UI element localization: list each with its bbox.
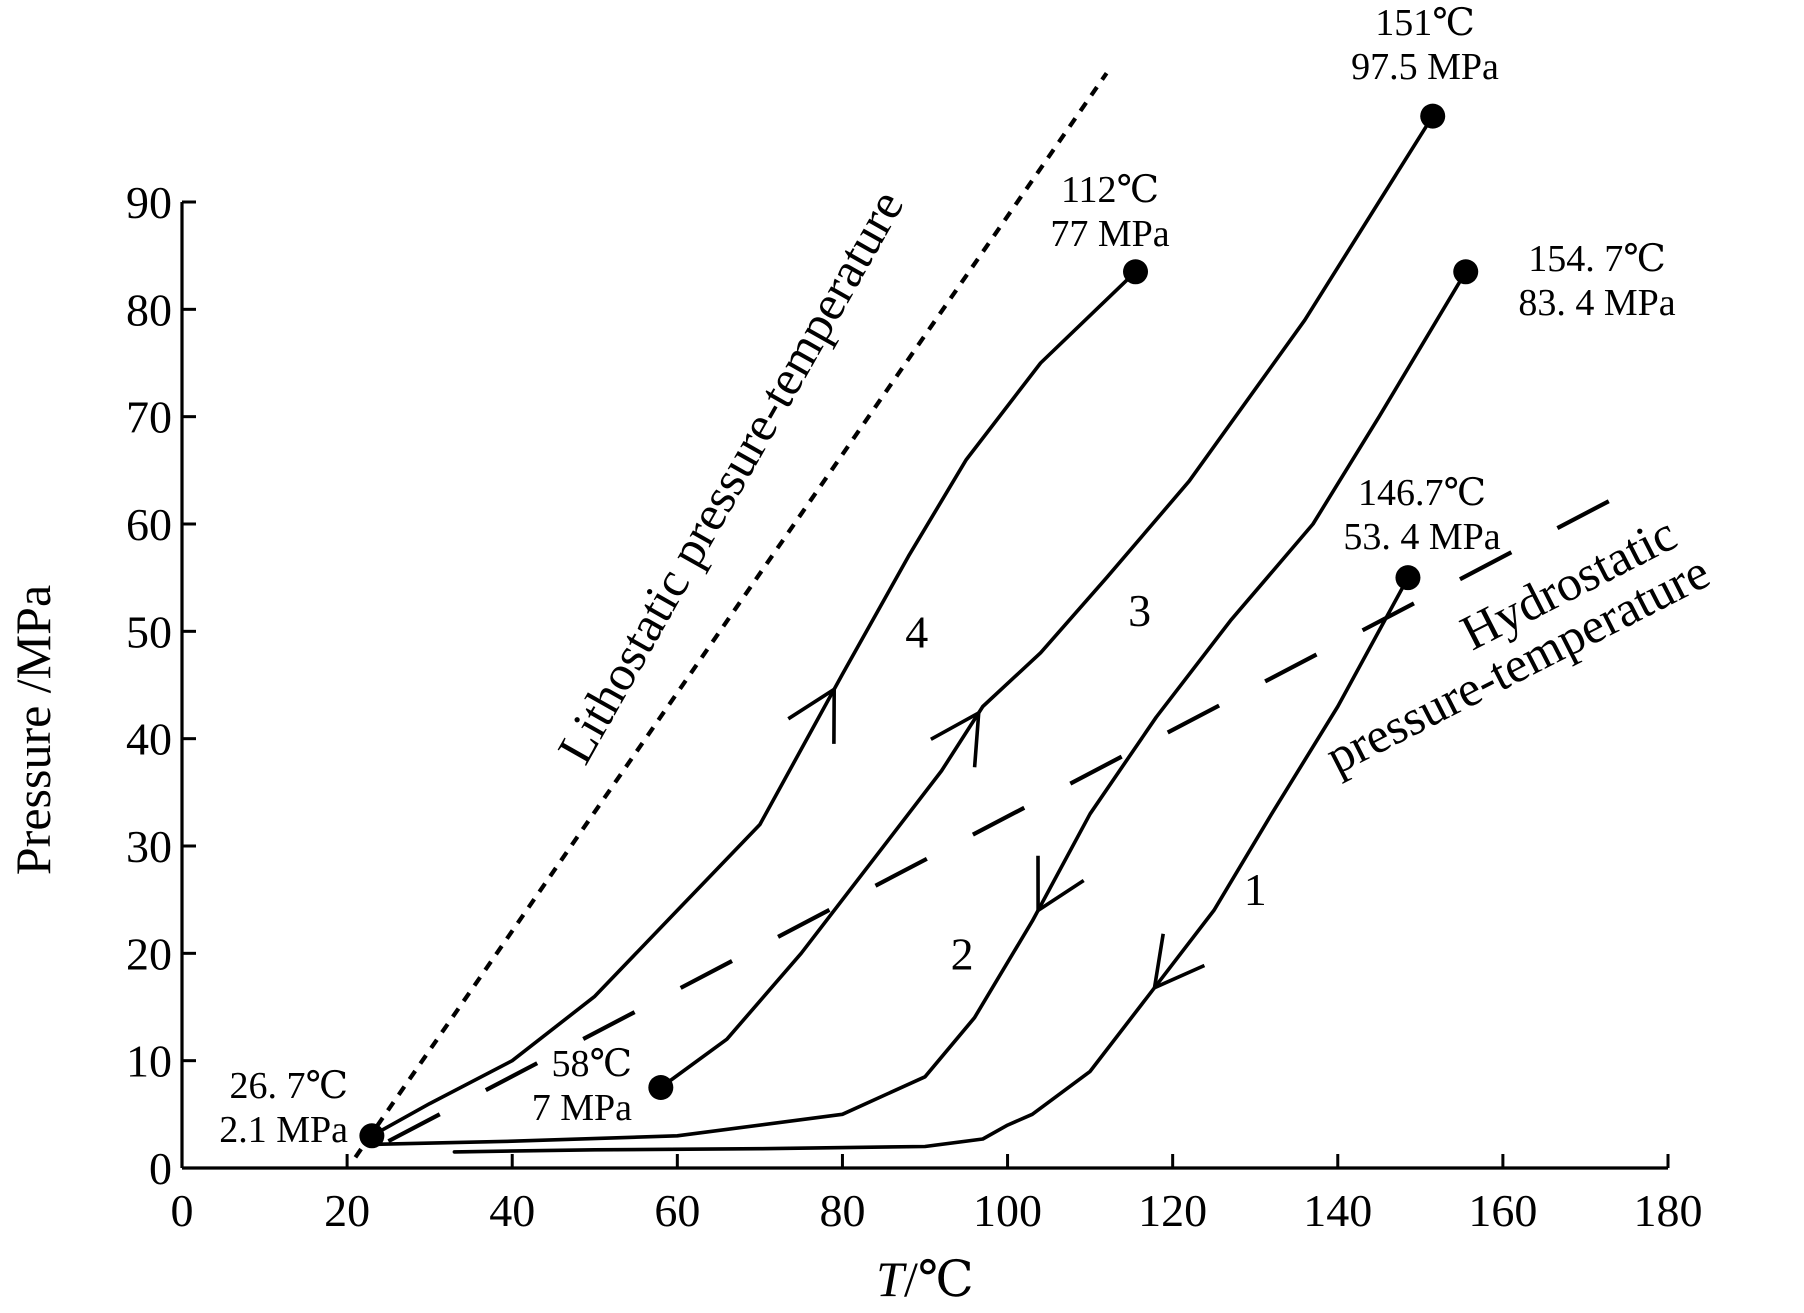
series-line-2 <box>370 270 1468 1147</box>
point-marker-2 <box>648 1075 674 1100</box>
y-tick-label: 60 <box>126 499 172 550</box>
x-tick-label: 180 <box>1634 1185 1703 1236</box>
annotation-1-line-1: 26. 7℃ <box>229 1065 348 1107</box>
x-tick-label: 120 <box>1138 1185 1207 1236</box>
x-tick-label: 0 <box>171 1185 194 1236</box>
y-tick-label: 10 <box>126 1036 172 1087</box>
annotation-6-line-1: 146.7℃ <box>1358 472 1486 514</box>
y-tick-label: 90 <box>126 177 172 228</box>
annotation-3-line-2: 77 MPa <box>1050 213 1169 255</box>
x-tick-label: 40 <box>489 1185 535 1236</box>
curves-layer <box>370 114 1468 1154</box>
y-tick-label: 20 <box>126 928 172 979</box>
arrow-4 <box>787 685 837 744</box>
arrow-1 <box>1152 933 1206 991</box>
annotation-2-line-1: 58℃ <box>551 1043 632 1085</box>
point-marker-4 <box>1420 103 1446 129</box>
annotation-3-line-1: 112℃ <box>1061 169 1159 211</box>
y-tick-label: 80 <box>126 284 172 335</box>
x-axis-variable: T <box>876 1251 907 1307</box>
annotation-6-line-2: 53. 4 MPa <box>1343 516 1500 558</box>
curve-label-2: 2 <box>951 928 974 979</box>
axes-layer: 0 20 40 60 80 100 120 140 160 1800102030405060708… <box>5 177 1703 1307</box>
reference-line-hydrostatic <box>387 489 1628 1144</box>
curve-label-3: 3 <box>1128 585 1151 636</box>
annotation-4-line-1: 151℃ <box>1375 2 1475 44</box>
lithostatic-label: Lithostatic pressure-temperature <box>546 181 914 773</box>
x-axis-unit: /℃ <box>904 1251 974 1307</box>
annotation-5-line-2: 83. 4 MPa <box>1518 282 1675 324</box>
annotation-2-line-2: 7 MPa <box>532 1087 632 1129</box>
arrow-2 <box>1036 855 1085 914</box>
x-tick-label: 100 <box>973 1185 1042 1236</box>
series-line-4 <box>370 270 1138 1138</box>
point-marker-3 <box>1123 259 1149 285</box>
y-tick-label: 0 <box>149 1143 172 1194</box>
y-axis-title: Pressure /MPa <box>5 585 61 875</box>
x-tick-label: 140 <box>1303 1185 1372 1236</box>
series-line-3 <box>659 114 1435 1090</box>
annotation-4-line-2: 97.5 MPa <box>1351 46 1499 88</box>
annotation-5-line-1: 154. 7℃ <box>1528 238 1666 280</box>
reference-line-lithostatic <box>353 72 1109 1159</box>
point-marker-1 <box>359 1123 385 1149</box>
y-tick-label: 50 <box>126 606 172 657</box>
point-marker-5 <box>1453 259 1479 285</box>
x-tick-label: 160 <box>1468 1185 1537 1236</box>
labels-layer: 26. 7℃2.1 MPa 58℃7 MPa 112℃77 MPa 151℃97.5 … <box>219 2 1718 1151</box>
point-marker-6 <box>1395 565 1421 591</box>
arrows-layer <box>787 685 1206 991</box>
annotation-1-line-2: 2.1 MPa <box>219 1109 348 1151</box>
series-line-1 <box>452 575 1410 1154</box>
curve-label-4: 4 <box>905 606 928 657</box>
y-tick-label: 70 <box>126 392 172 443</box>
markers-layer <box>359 103 1479 1149</box>
curve-label-1: 1 <box>1244 864 1267 915</box>
x-tick-label: 20 <box>324 1185 370 1236</box>
y-tick-label: 30 <box>126 821 172 872</box>
x-tick-label: 80 <box>819 1185 865 1236</box>
reference-lines-layer <box>353 72 1628 1159</box>
arrow-3 <box>930 709 981 768</box>
x-axis-title: T/℃ <box>876 1251 974 1307</box>
x-tick-label: 60 <box>654 1185 700 1236</box>
y-tick-label: 40 <box>126 714 172 765</box>
